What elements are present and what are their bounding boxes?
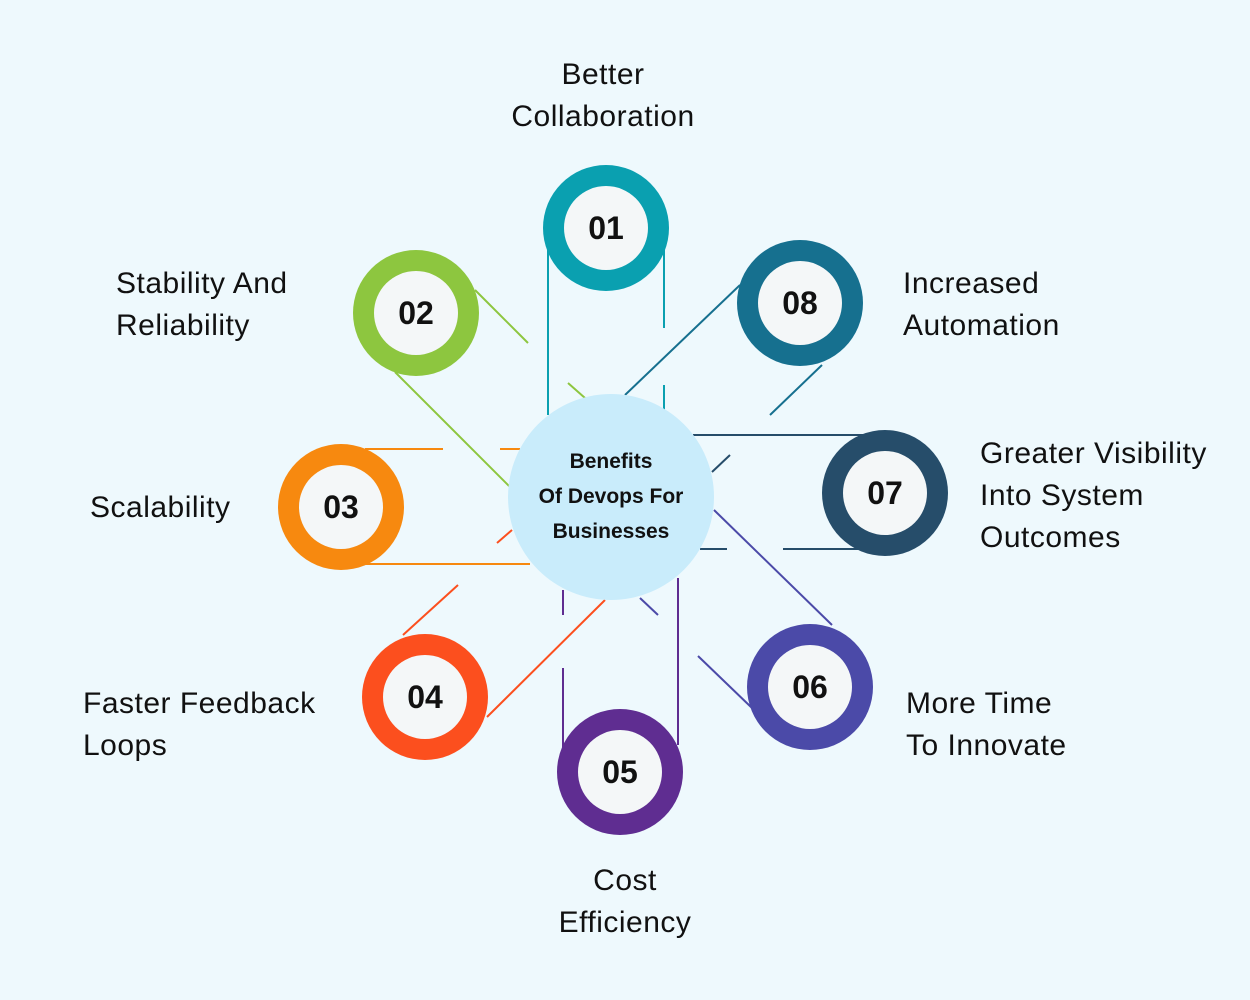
connector-line-06 — [697, 655, 753, 709]
node-number: 08 — [782, 285, 818, 321]
node-inner — [843, 451, 927, 535]
label-line: Outcomes — [980, 521, 1121, 554]
benefit-node-04: 04 — [362, 634, 488, 760]
node-inner — [564, 186, 648, 270]
label-line: Loops — [83, 729, 168, 762]
label-line: Faster Feedback — [83, 687, 316, 720]
connector-line-04 — [486, 599, 606, 718]
connector-line-08 — [769, 364, 823, 416]
connector-lines — [365, 250, 865, 750]
label-line: Into System — [980, 479, 1144, 512]
connector-line-02 — [474, 289, 529, 344]
label-line: Greater Visibility — [980, 437, 1207, 470]
label-line: Scalability — [90, 491, 231, 524]
label-line: Efficiency — [558, 906, 692, 939]
benefit-node-03: 03 — [278, 444, 404, 570]
connector-line-06 — [713, 509, 833, 626]
node-number: 05 — [602, 754, 638, 790]
label-line: More Time — [906, 687, 1053, 720]
label-greater-visibility: Greater Visibility Into System Outcomes — [980, 433, 1207, 559]
label-stability-reliability: Stability And Reliability — [116, 263, 288, 347]
node-inner — [768, 645, 852, 729]
label-line: Stability And — [116, 267, 288, 300]
benefit-node-08: 08 — [737, 240, 863, 366]
benefit-node-01: 01 — [543, 165, 669, 291]
connector-line-04 — [496, 529, 513, 544]
center-title-line: Businesses — [552, 520, 670, 543]
center-title-line: Benefits — [569, 450, 653, 473]
label-line: Reliability — [116, 309, 250, 342]
connector-line-06 — [639, 597, 659, 616]
center-title: Benefits Of Devops For Businesses — [511, 444, 711, 549]
connector-line-02 — [394, 371, 511, 488]
label-scalability: Scalability — [90, 487, 231, 529]
label-line: Better — [561, 58, 645, 91]
center-title-line: Of Devops For — [538, 485, 684, 508]
node-number: 03 — [323, 489, 359, 525]
node-number: 07 — [867, 475, 903, 511]
label-line: Cost — [593, 864, 657, 897]
node-number: 01 — [588, 210, 624, 246]
center-hub — [508, 394, 714, 600]
node-number: 02 — [398, 295, 434, 331]
node-inner — [578, 730, 662, 814]
label-faster-feedback: Faster Feedback Loops — [83, 683, 316, 767]
benefit-node-05: 05 — [557, 709, 683, 835]
label-cost-efficiency: Cost Efficiency — [540, 860, 710, 944]
label-line: To Innovate — [906, 729, 1067, 762]
label-more-time: More Time To Innovate — [906, 683, 1067, 767]
label-line: Automation — [903, 309, 1060, 342]
benefit-node-07: 07 — [822, 430, 948, 556]
node-inner — [758, 261, 842, 345]
connector-line-08 — [624, 284, 741, 396]
node-inner — [374, 271, 458, 355]
node-inner — [299, 465, 383, 549]
connector-line-07 — [711, 454, 731, 473]
label-increased-automation: Increased Automation — [903, 263, 1060, 347]
node-number: 04 — [407, 679, 443, 715]
benefit-node-06: 06 — [747, 624, 873, 750]
label-line: Collaboration — [511, 100, 695, 133]
connector-line-02 — [567, 382, 586, 399]
connector-line-04 — [402, 584, 459, 636]
label-better-collaboration: Better Collaboration — [500, 54, 706, 138]
label-line: Increased — [903, 267, 1040, 300]
benefit-node-02: 02 — [353, 250, 479, 376]
node-number: 06 — [792, 669, 828, 705]
node-inner — [383, 655, 467, 739]
